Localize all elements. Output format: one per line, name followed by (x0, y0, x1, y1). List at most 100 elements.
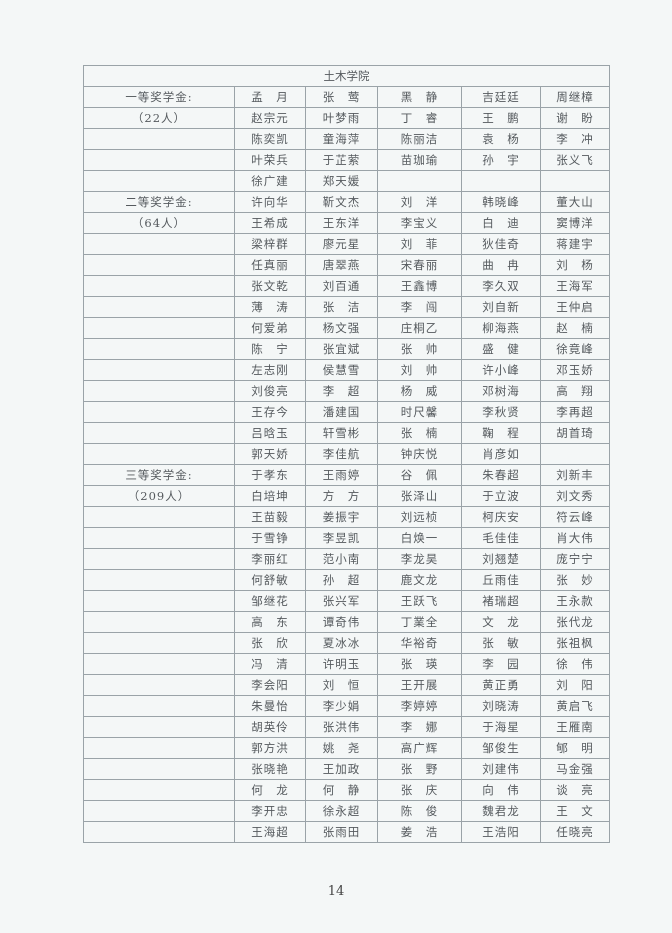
student-name-cell: 马金强 (539, 758, 611, 780)
award-category-cell (83, 548, 235, 570)
student-name-cell: 陈奕凯 (234, 128, 306, 150)
student-name-cell: 姚 尧 (305, 737, 378, 759)
student-name-cell: 叶荣兵 (234, 149, 306, 171)
student-name-cell: 张兴军 (305, 590, 378, 612)
student-name-cell: 左志刚 (234, 359, 306, 381)
student-name-cell: 狄佳奇 (461, 233, 541, 255)
award-category-cell (83, 170, 235, 192)
college-header-row: 土木学院 (82, 65, 611, 87)
student-name-cell: 张 妙 (539, 569, 611, 591)
student-name-cell: 黄启飞 (539, 695, 611, 717)
student-name-cell: 毛佳佳 (461, 527, 541, 549)
student-name-cell: 朱曼怡 (234, 695, 306, 717)
student-name-cell: 李 冲 (539, 128, 611, 150)
student-name-cell: 王 文 (539, 800, 611, 822)
student-name-cell: 谷 佩 (377, 464, 462, 486)
student-name-cell: 邓树海 (461, 380, 541, 402)
student-name-cell: 吕晗玉 (234, 422, 306, 444)
student-name-cell: 徐永超 (305, 800, 378, 822)
student-name-cell: 盛 健 (461, 338, 541, 360)
award-category-cell (83, 506, 235, 528)
student-name-cell: 肖彦如 (461, 443, 541, 465)
student-name-cell: 白 迪 (461, 212, 541, 234)
student-name-cell: 夏冰冰 (305, 632, 378, 654)
table-row: 陈奕凯 童海萍 陈丽洁袁 杨李 冲 (83, 128, 611, 150)
student-name-cell: 任晓亮 (539, 821, 611, 843)
student-name-cell: 柳海燕 (461, 317, 541, 339)
student-name-cell: 李龙昊 (377, 548, 462, 570)
student-name-cell: 张文乾 (234, 275, 306, 297)
student-name-cell: 向 伟 (461, 779, 541, 801)
student-name-cell: 刘 帅 (377, 359, 462, 381)
award-category-cell (83, 275, 235, 297)
student-name-cell: 李 娜 (377, 716, 462, 738)
table-row: 张 欣夏冰冰 华裕奇张 敏张祖枫 (83, 632, 611, 654)
table-row: 张文乾 刘百通 王鑫博 李久双 王海军 (83, 275, 611, 297)
student-name-cell: 张代龙 (539, 611, 611, 633)
award-category-cell (83, 716, 235, 738)
student-name-cell: 姜振宇 (305, 506, 378, 528)
student-name-cell (539, 443, 611, 465)
student-name-cell: 张宜斌 (305, 338, 378, 360)
student-name-cell: 杨文强 (305, 317, 378, 339)
student-name-cell: 胡首琦 (539, 422, 611, 444)
award-category-cell (83, 821, 235, 843)
student-name-cell: 刘晓涛 (461, 695, 541, 717)
award-category-cell: 二等奖学金: (83, 191, 235, 213)
table-row: 胡英伶 张洪伟李 娜于海星 王雁南 (83, 716, 611, 738)
student-name-cell: 许小峰 (461, 359, 541, 381)
student-name-cell: 庄桐乙 (377, 317, 462, 339)
student-name-cell: 李佳航 (305, 443, 378, 465)
student-name-cell: 陈丽洁 (377, 128, 462, 150)
student-name-cell: 李再超 (539, 401, 611, 423)
student-name-cell: 苗珈瑜 (377, 149, 462, 171)
award-category-cell (83, 653, 235, 675)
student-name-cell: 张雨田 (305, 821, 378, 843)
student-name-cell: 符云峰 (539, 506, 611, 528)
award-category-cell (83, 128, 235, 150)
student-name-cell: 胡英伶 (234, 716, 306, 738)
student-name-cell: 韩晓峰 (461, 191, 541, 213)
student-name-cell: 张 瑛 (377, 653, 462, 675)
student-name-cell: 柯庆安 (461, 506, 541, 528)
award-category-cell (83, 296, 235, 318)
student-name-cell: 李会阳 (234, 674, 306, 696)
student-name-cell: 陈 宁 (234, 338, 306, 360)
student-name-cell: 叶梦雨 (305, 107, 378, 129)
student-name-cell: 李丽红 (234, 548, 306, 570)
student-name-cell: 肖大伟 (539, 527, 611, 549)
student-name-cell: 庞宁宁 (539, 548, 611, 570)
student-name-cell: 刘俊亮 (234, 380, 306, 402)
student-name-cell: 赵 楠 (539, 317, 611, 339)
student-name-cell: 邓玉娇 (539, 359, 611, 381)
student-name-cell: 吉廷廷 (461, 86, 541, 108)
award-category-cell (83, 422, 235, 444)
table-row: 张晓艳 王加政张 野刘建伟 马金强 (83, 758, 611, 780)
table-row: 陈 宁张宜斌张 帅盛 健徐竟峰 (83, 338, 611, 360)
page-number: 14 (327, 884, 345, 899)
student-name-cell: 徐广建 (234, 170, 306, 192)
student-name-cell: 李秋贤 (461, 401, 541, 423)
table-row: 李丽红 范小南 李龙昊 刘翘楚 庞宁宁 (83, 548, 611, 570)
student-name-cell: 靳文杰 (305, 191, 378, 213)
student-name-cell: 郭天娇 (234, 443, 306, 465)
award-category-cell: （209人） (83, 485, 235, 507)
student-name-cell: 冯 清 (234, 653, 306, 675)
student-name-cell: 王开展 (377, 674, 462, 696)
student-name-cell: 杨 威 (377, 380, 462, 402)
award-category-cell (83, 233, 235, 255)
table-row: （22人） 赵宗元 叶梦雨丁 睿王 鹏谢 盼 (83, 107, 611, 129)
award-category-cell (83, 590, 235, 612)
student-name-cell: 刘自新 (461, 296, 541, 318)
student-name-cell: 褚瑞超 (461, 590, 541, 612)
table-row: 王存今 潘建国 时尺馨 李秋贤 李再超 (83, 401, 611, 423)
student-name-cell: 于孝东 (234, 464, 306, 486)
student-name-cell: 王 鹏 (461, 107, 541, 129)
student-name-cell: 于雪铮 (234, 527, 306, 549)
award-category-cell (83, 569, 235, 591)
student-name-cell: 刘新丰 (539, 464, 611, 486)
student-name-cell: 高 翔 (539, 380, 611, 402)
student-name-cell: 王海军 (539, 275, 611, 297)
table-row: 何舒敏孙 超鹿文龙 丘雨佳张 妙 (83, 569, 611, 591)
student-name-cell: 张 庆 (377, 779, 462, 801)
